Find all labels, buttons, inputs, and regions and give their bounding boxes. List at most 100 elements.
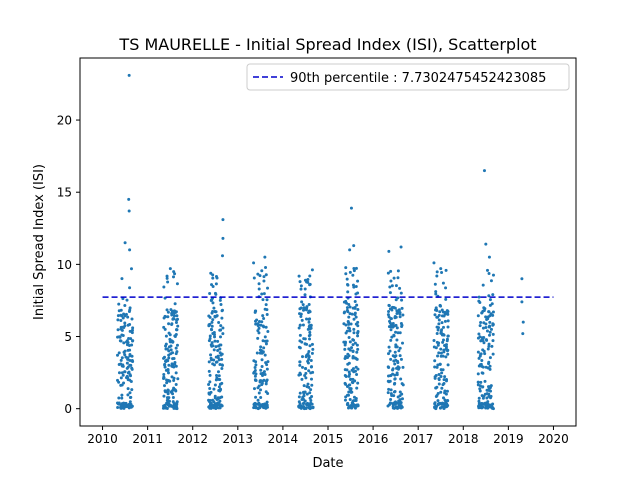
- data-point: [128, 323, 132, 327]
- data-point: [129, 404, 133, 408]
- data-point: [302, 404, 306, 408]
- data-point: [306, 382, 310, 386]
- data-point: [264, 303, 268, 307]
- data-point: [349, 406, 353, 410]
- data-point: [476, 372, 480, 376]
- data-point: [432, 345, 436, 349]
- data-point: [446, 319, 450, 323]
- data-point: [490, 344, 494, 348]
- data-point: [253, 310, 257, 314]
- data-point: [307, 309, 311, 313]
- data-point: [310, 383, 314, 387]
- data-point: [128, 286, 132, 290]
- data-point: [344, 340, 348, 344]
- data-point: [265, 298, 269, 302]
- data-point: [207, 369, 211, 373]
- data-point: [211, 301, 215, 305]
- data-point: [391, 321, 395, 325]
- data-point: [344, 323, 348, 327]
- data-point: [119, 318, 123, 322]
- data-point: [128, 391, 132, 395]
- y-axis-label: Initial Spread Index (ISI): [32, 164, 47, 320]
- data-point: [308, 330, 312, 334]
- data-point: [253, 405, 257, 409]
- data-point: [257, 320, 261, 324]
- data-point: [207, 314, 211, 318]
- data-point: [260, 358, 264, 362]
- data-point: [266, 330, 270, 334]
- data-point: [126, 393, 130, 397]
- data-point: [213, 383, 217, 387]
- data-point: [484, 315, 488, 319]
- data-point: [210, 320, 214, 324]
- data-point: [265, 363, 269, 367]
- data-point: [257, 287, 261, 291]
- data-point: [172, 356, 176, 360]
- data-point: [311, 370, 315, 374]
- data-point: [174, 371, 178, 375]
- data-point: [394, 284, 398, 288]
- data-point: [396, 310, 400, 314]
- data-point: [434, 290, 438, 294]
- data-point: [348, 387, 352, 391]
- data-point: [310, 268, 314, 272]
- data-point: [214, 282, 218, 286]
- data-point: [444, 297, 448, 301]
- data-point: [131, 326, 135, 330]
- data-point: [120, 405, 124, 409]
- data-point: [481, 326, 485, 330]
- data-point: [480, 311, 484, 315]
- data-point: [307, 320, 311, 324]
- data-point: [210, 328, 214, 332]
- data-point: [264, 382, 268, 386]
- y-tick-label: 10: [57, 258, 72, 272]
- data-point: [128, 400, 132, 404]
- data-point: [210, 324, 214, 328]
- x-tick-label: 2016: [358, 432, 389, 446]
- data-point: [439, 390, 443, 394]
- data-point: [399, 377, 403, 381]
- data-point: [446, 325, 450, 329]
- data-point: [440, 270, 444, 274]
- data-point: [256, 272, 260, 276]
- data-point: [308, 283, 312, 287]
- data-point: [491, 339, 495, 343]
- data-point: [440, 386, 444, 390]
- data-point: [301, 323, 305, 327]
- data-point: [386, 271, 390, 275]
- data-point: [220, 316, 224, 320]
- data-point: [298, 360, 302, 364]
- data-point: [432, 338, 436, 342]
- data-point: [217, 344, 221, 348]
- x-tick-label: 2013: [223, 432, 254, 446]
- data-point: [211, 318, 215, 322]
- data-point: [257, 282, 261, 286]
- data-point: [394, 323, 398, 327]
- data-point: [482, 335, 486, 339]
- data-point: [401, 313, 405, 317]
- data-point: [175, 318, 179, 322]
- data-point: [476, 380, 480, 384]
- data-point: [390, 335, 394, 339]
- data-point: [172, 365, 176, 369]
- data-point: [444, 347, 448, 351]
- data-point: [434, 292, 438, 296]
- data-point: [302, 306, 306, 310]
- data-point: [433, 359, 437, 363]
- data-point: [396, 269, 400, 273]
- data-point: [387, 387, 391, 391]
- data-point: [212, 400, 216, 404]
- data-point: [521, 332, 525, 336]
- data-point: [477, 299, 481, 303]
- data-point: [175, 400, 179, 404]
- data-point: [258, 351, 262, 355]
- data-point: [171, 275, 175, 279]
- data-point: [437, 341, 441, 345]
- data-point: [435, 274, 439, 278]
- data-point: [218, 347, 222, 351]
- data-point: [117, 380, 121, 384]
- data-point: [481, 385, 485, 389]
- y-tick-label: 15: [57, 186, 72, 200]
- data-point: [258, 348, 262, 352]
